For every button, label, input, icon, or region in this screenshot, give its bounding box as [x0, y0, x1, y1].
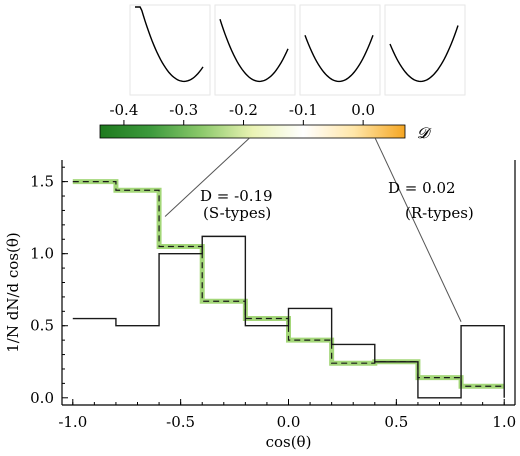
- x-tick-label: 1.0: [492, 413, 516, 431]
- inset-panel: [214, 4, 296, 96]
- x-tick-label: -0.5: [166, 413, 195, 431]
- inset-curve: [135, 6, 204, 83]
- y-tick-label: 1.5: [30, 173, 54, 191]
- inset-panel: [129, 4, 211, 96]
- colorbar-symbol: 𝓓: [417, 124, 432, 142]
- y-tick-label: 0.0: [30, 389, 54, 407]
- y-axis-title: 1/N dN/d cos(θ): [4, 232, 22, 353]
- annotation-s-type: (S-types): [203, 204, 271, 222]
- y-tick-label: 0.5: [30, 317, 54, 335]
- annotation-r-value: D = 0.02: [388, 179, 456, 197]
- colorbar-tick-label: 0.0: [351, 101, 375, 119]
- inset-panel: [384, 4, 466, 96]
- annotation-r-type: (R-types): [405, 204, 474, 222]
- series-solid-line: [72, 235, 505, 399]
- inset-curve: [304, 34, 374, 83]
- colorbar-tick-label: -0.3: [169, 101, 198, 119]
- inset-panels: [129, 4, 466, 96]
- annotation-line-s: [164, 137, 250, 217]
- inset-curve: [389, 25, 459, 83]
- annotation-line-r: [374, 137, 462, 322]
- colorbar-tick-label: -0.2: [229, 101, 258, 119]
- colorbar: -0.4 -0.3 -0.2 -0.1 0.0 𝓓: [99, 101, 432, 142]
- colorbar-tick-label: -0.4: [109, 101, 138, 119]
- inset-curve: [219, 18, 289, 83]
- x-tick-label: -1.0: [58, 413, 87, 431]
- y-tick-label: 1.0: [30, 245, 54, 263]
- histogram-series: [72, 179, 505, 399]
- colorbar-bar: [99, 124, 406, 139]
- annotations: D = -0.19(S-types) D = 0.02 (R-types): [164, 137, 474, 322]
- x-tick-label: 0.5: [384, 413, 408, 431]
- annotation-s-value: D = -0.19: [200, 187, 273, 205]
- x-tick-label: 0.0: [277, 413, 301, 431]
- x-axis-title: cos(θ): [266, 433, 312, 451]
- colorbar-tick-label: -0.1: [289, 101, 318, 119]
- plot-axes: -1.0 -0.5 0.0 0.5 1.0 0.0 0.5 1.0 1.5: [30, 160, 516, 431]
